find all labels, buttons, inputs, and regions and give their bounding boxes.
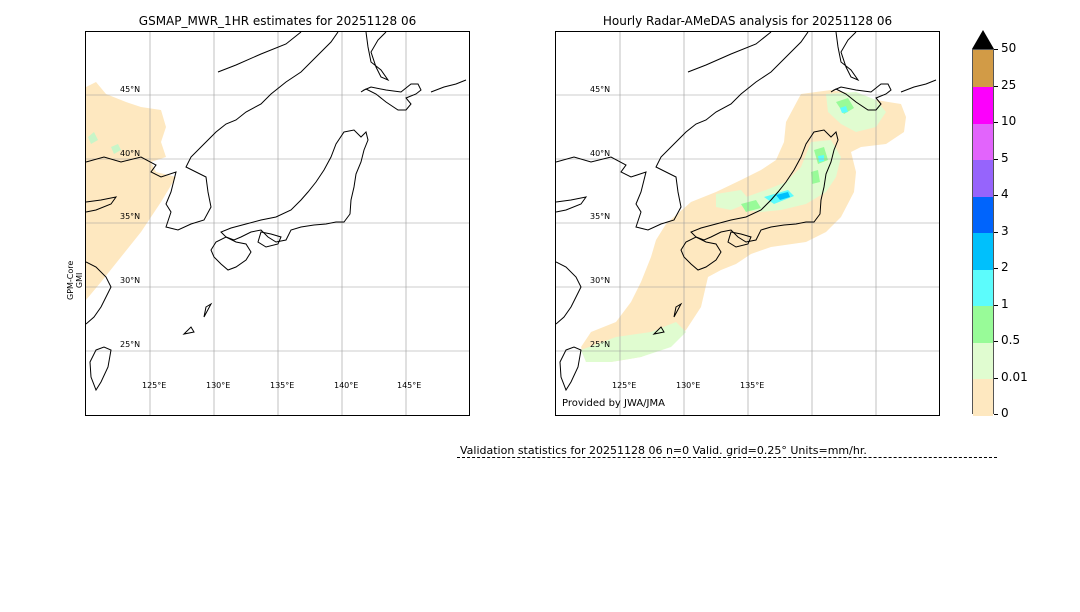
left-lon-125: 125°E <box>142 381 167 390</box>
right-lon-135: 135°E <box>740 381 765 390</box>
left-lat-25: 25°N <box>120 340 141 349</box>
colorbar-tick-label: 3 <box>1001 223 1009 238</box>
left-lat-40: 40°N <box>120 149 141 158</box>
left-lat-45: 45°N <box>120 85 141 94</box>
colorbar-segment <box>973 378 993 416</box>
left-lon-145: 145°E <box>397 381 422 390</box>
colorbar-segment <box>973 159 993 197</box>
validation-stats: Validation statistics for 20251128 06 n=… <box>460 444 867 457</box>
colorbar-tick-mark <box>994 268 998 269</box>
left-lon-140: 140°E <box>334 381 359 390</box>
colorbar-tick-mark <box>994 158 998 160</box>
colorbar-tick-label: 0.5 <box>1001 333 1021 347</box>
right-lat-45: 45°N <box>590 85 611 94</box>
colorbar-tick-mark <box>994 377 998 379</box>
sensor-label-line2: GMI <box>75 272 84 289</box>
colorbar-tick-label: 0.01 <box>1001 369 1028 384</box>
right-lon-130: 130°E <box>676 381 701 390</box>
colorbar-tick-mark <box>994 341 998 342</box>
colorbar-segment <box>973 342 993 379</box>
colorbar-extend-arrow <box>972 30 994 49</box>
left-map-panel <box>85 31 470 416</box>
colorbar-tick-mark <box>994 231 998 233</box>
colorbar-tick-mark <box>994 195 998 196</box>
colorbar-tick-mark <box>994 85 998 87</box>
colorbar-tick-mark <box>994 304 998 306</box>
colorbar <box>972 49 994 416</box>
data-credit: Provided by JWA/JMA <box>562 398 665 409</box>
colorbar-tick-label: 25 <box>1001 77 1017 92</box>
colorbar-tick-label: 4 <box>1001 187 1009 201</box>
right-map-title: Hourly Radar-AMeDAS analysis for 2025112… <box>602 14 893 28</box>
sensor-label: GPM-Core GMI <box>66 261 84 300</box>
colorbar-tick-mark <box>994 414 998 415</box>
colorbar-segment <box>973 232 993 270</box>
colorbar-segment <box>973 123 993 160</box>
colorbar-segment <box>973 269 993 306</box>
colorbar-segment <box>973 196 993 233</box>
colorbar-tick-label: 0 <box>1001 406 1009 420</box>
colorbar-tick-mark <box>994 122 998 123</box>
right-lat-30: 30°N <box>590 276 611 285</box>
left-lat-30: 30°N <box>120 276 141 285</box>
colorbar-tick-mark <box>994 49 998 50</box>
colorbar-tick-label: 50 <box>1001 41 1017 55</box>
colorbar-segment <box>973 305 993 343</box>
right-map-canvas <box>556 32 939 415</box>
colorbar-segment <box>973 86 993 124</box>
validation-divider <box>457 457 997 458</box>
left-lat-35: 35°N <box>120 212 141 221</box>
right-lat-40: 40°N <box>590 149 611 158</box>
sensor-label-line1: GPM-Core <box>66 260 75 300</box>
colorbar-segment <box>973 50 993 87</box>
left-map-canvas <box>86 32 469 415</box>
colorbar-tick-label: 1 <box>1001 296 1009 311</box>
right-lon-125: 125°E <box>612 381 637 390</box>
left-map-title: GSMAP_MWR_1HR estimates for 20251128 06 <box>138 14 417 28</box>
right-map-panel: Provided by JWA/JMA <box>555 31 940 416</box>
left-lon-130: 130°E <box>206 381 231 390</box>
left-lon-135: 135°E <box>270 381 295 390</box>
colorbar-tick-label: 10 <box>1001 114 1017 128</box>
right-lat-25: 25°N <box>590 340 611 349</box>
colorbar-tick-label: 5 <box>1001 150 1009 165</box>
right-lat-35: 35°N <box>590 212 611 221</box>
colorbar-tick-label: 2 <box>1001 260 1009 274</box>
